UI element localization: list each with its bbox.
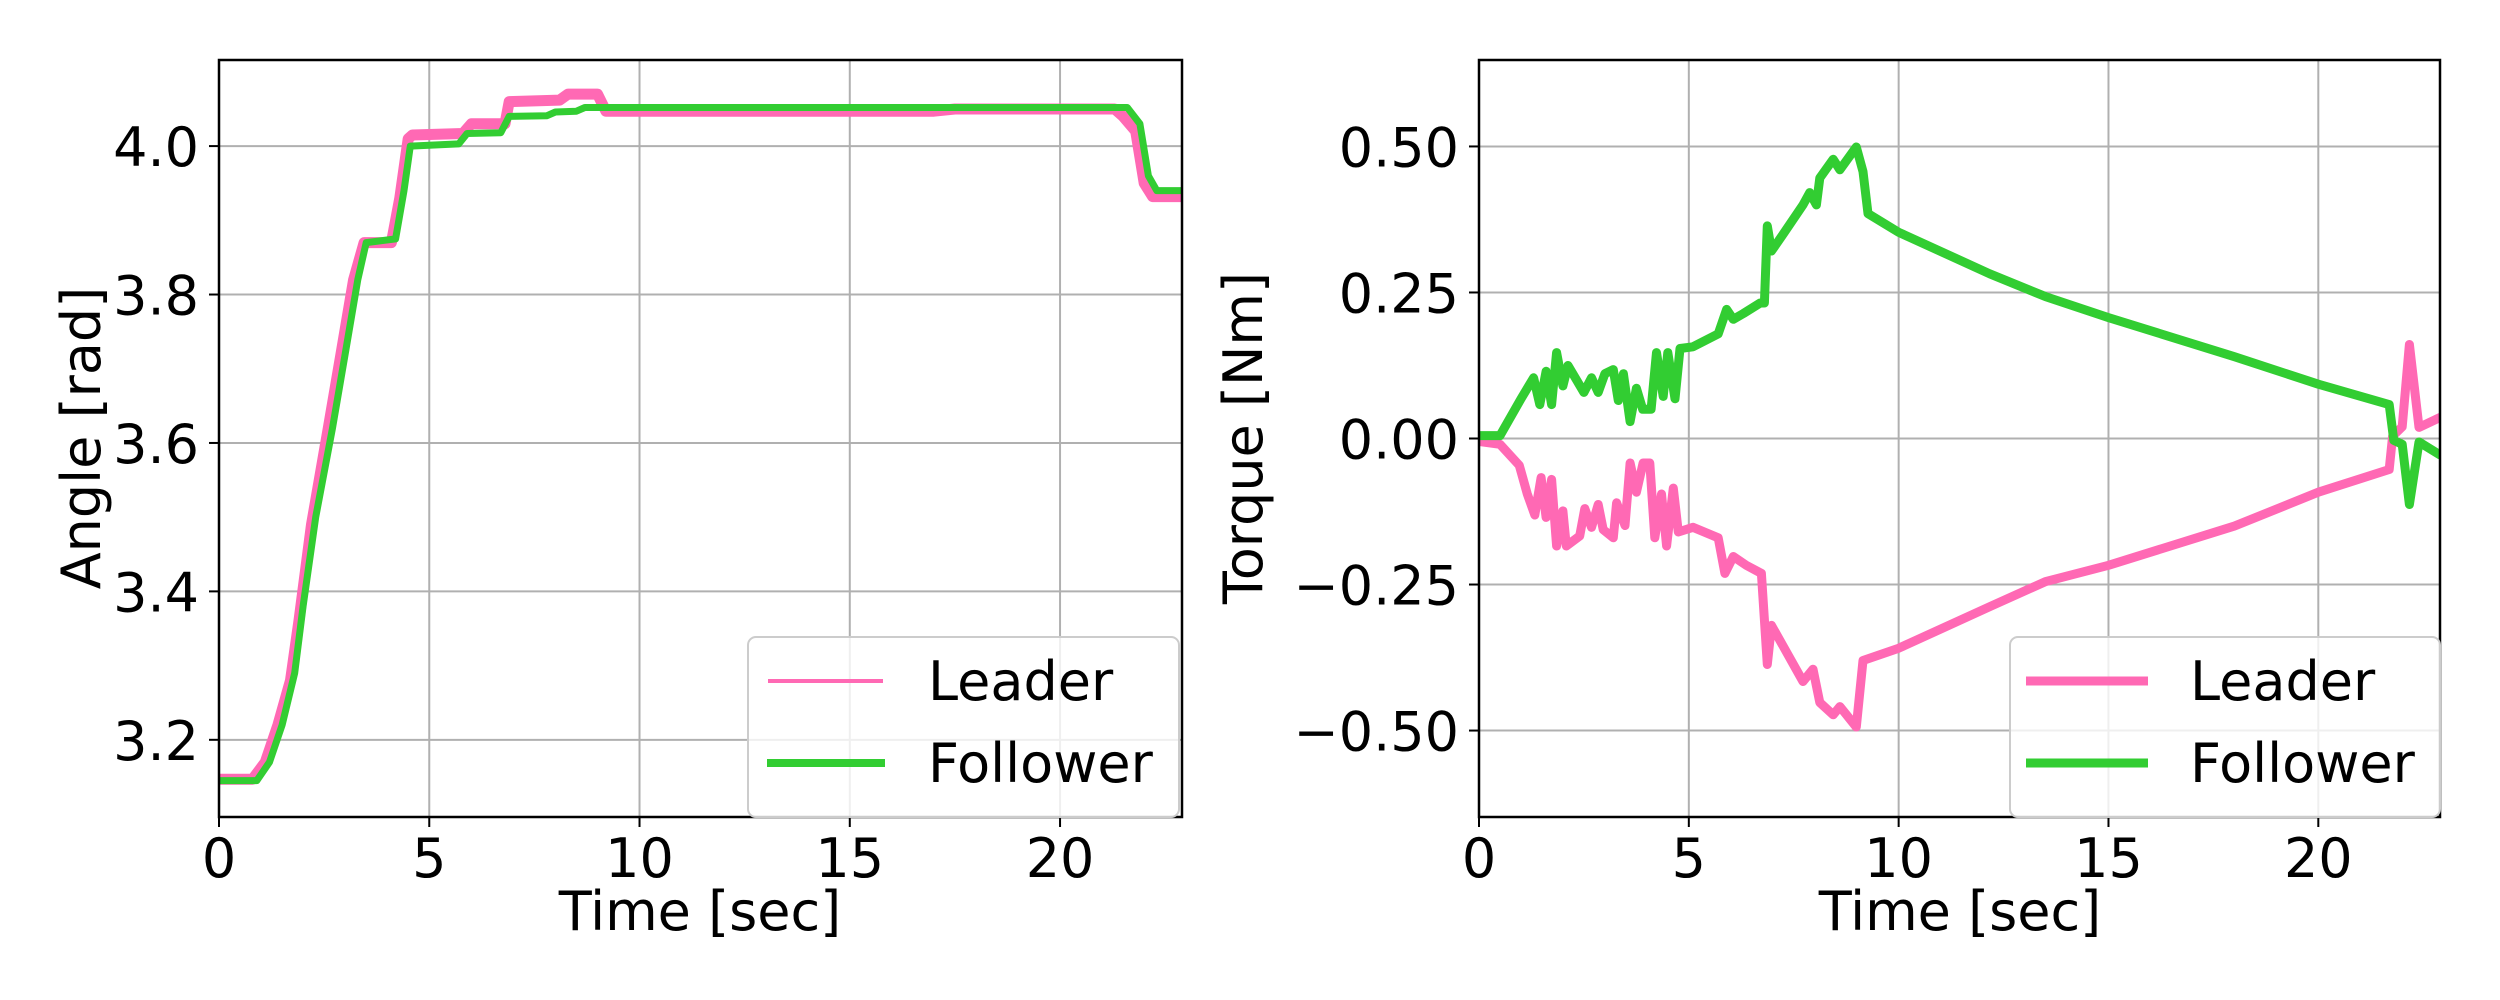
angle-series bbox=[219, 88, 1182, 785]
torque-y-tick-label: 0.25 bbox=[1339, 262, 1459, 325]
angle-grid bbox=[218, 60, 1182, 817]
angle-x-tick-label: 10 bbox=[605, 827, 674, 890]
torque-series bbox=[1479, 142, 2440, 732]
torque-leader-line bbox=[1479, 340, 2440, 732]
angle-legend-leader-label: Leader bbox=[928, 650, 1114, 713]
torque-y-axis-label: Torque [Nm] bbox=[1212, 272, 1275, 605]
angle-y-tick-label: 3.6 bbox=[113, 413, 199, 476]
torque-y-tick-label: 0.00 bbox=[1339, 409, 1459, 472]
angle-y-tick-label: 3.8 bbox=[113, 265, 199, 328]
torque-legend: Leader Follower bbox=[2009, 636, 2441, 818]
angle-plot-frame bbox=[217, 58, 1184, 819]
torque-chart: 0 5 10 15 20 −0.50 −0.25 0.00 0.25 0.50 Time [sec… bbox=[1212, 58, 2442, 943]
torque-follower-line bbox=[1479, 142, 2440, 509]
angle-y-tick-label: 4.0 bbox=[113, 116, 199, 179]
angle-legend-follower-label: Follower bbox=[928, 732, 1154, 795]
angle-x-axis-label: Time [sec] bbox=[558, 880, 842, 943]
angle-x-tick-label: 20 bbox=[1026, 827, 1095, 890]
angle-chart: 0 5 10 15 20 3.2 3.4 3.6 3.8 4.0 Time [sec] Angle… bbox=[50, 58, 1184, 943]
torque-x-tick-label: 5 bbox=[1672, 827, 1706, 890]
angle-y-axis-label: Angle [rad] bbox=[50, 287, 113, 590]
angle-x-tick-label: 0 bbox=[202, 827, 236, 890]
torque-y-tick-label: −0.25 bbox=[1294, 555, 1459, 618]
torque-x-tick-label: 0 bbox=[1462, 827, 1496, 890]
torque-x-tick-label: 15 bbox=[2074, 827, 2143, 890]
angle-x-tick-label: 5 bbox=[412, 827, 446, 890]
torque-legend-leader-label: Leader bbox=[2190, 650, 2376, 713]
torque-legend-follower-label: Follower bbox=[2190, 732, 2416, 795]
torque-x-axis-label: Time [sec] bbox=[1818, 880, 2102, 943]
torque-x-tick-label: 10 bbox=[1864, 827, 1933, 890]
angle-y-tick-label: 3.2 bbox=[113, 710, 199, 773]
angle-follower-line bbox=[219, 104, 1182, 785]
angle-legend: Leader Follower bbox=[747, 636, 1180, 818]
torque-x-tick-label: 20 bbox=[2284, 827, 2353, 890]
torque-ticks: 0 5 10 15 20 −0.50 −0.25 0.00 0.25 0.50 bbox=[1294, 116, 2353, 890]
angle-x-tick-label: 15 bbox=[815, 827, 884, 890]
angle-ticks: 0 5 10 15 20 3.2 3.4 3.6 3.8 4.0 bbox=[113, 116, 1094, 890]
torque-y-tick-label: 0.50 bbox=[1339, 116, 1459, 179]
angle-y-tick-label: 3.4 bbox=[113, 561, 199, 624]
torque-y-tick-label: −0.50 bbox=[1294, 701, 1459, 764]
